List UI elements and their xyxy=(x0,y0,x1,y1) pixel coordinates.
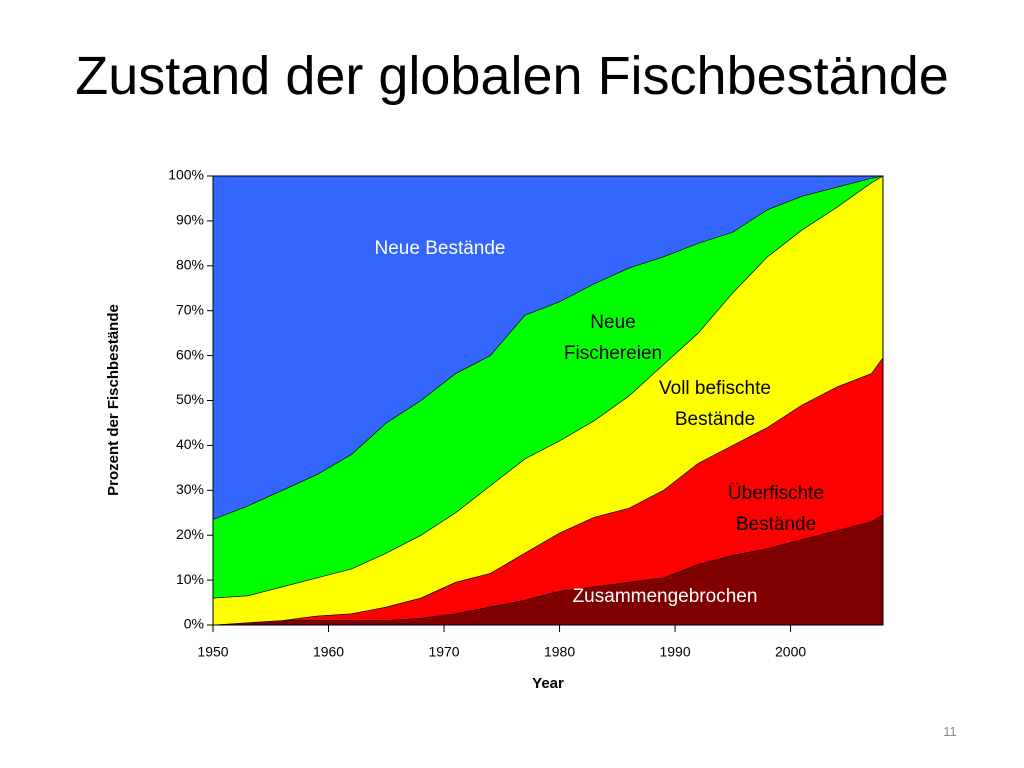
y-tick-label: 30% xyxy=(176,481,204,497)
y-tick-label: 50% xyxy=(176,391,204,407)
area-label: Voll befischte Bestände xyxy=(659,378,771,430)
slide-number: 11 xyxy=(943,724,957,739)
area-label: Neue Bestände xyxy=(374,237,506,259)
x-tick-label: 1980 xyxy=(544,644,575,660)
x-tick-label: 1970 xyxy=(428,644,459,660)
y-tick-label: 100% xyxy=(168,167,204,183)
area-label: Überfischte Bestände xyxy=(727,483,825,535)
x-tick-label: 1950 xyxy=(197,644,228,660)
y-tick-label: 90% xyxy=(176,212,204,228)
area-label: Zusammengebrochen xyxy=(572,585,758,607)
y-tick-label: 40% xyxy=(176,436,204,452)
x-tick-label: 1960 xyxy=(313,644,344,660)
area-label: Neue Fischereien xyxy=(563,312,663,364)
y-tick-label: 20% xyxy=(176,526,204,542)
x-tick-label: 2000 xyxy=(775,644,806,660)
y-tick-label: 70% xyxy=(176,301,204,317)
x-axis-label: Year xyxy=(532,675,564,692)
x-tick-label: 1990 xyxy=(659,644,690,660)
slide-title: Zustand der globalen Fischbestände xyxy=(75,46,949,106)
y-axis-label: Prozent der Fischbestände xyxy=(105,304,122,496)
y-tick-label: 80% xyxy=(176,257,204,273)
y-tick-label: 10% xyxy=(176,571,204,587)
y-tick-label: 60% xyxy=(176,346,204,362)
y-tick-label: 0% xyxy=(184,616,204,632)
